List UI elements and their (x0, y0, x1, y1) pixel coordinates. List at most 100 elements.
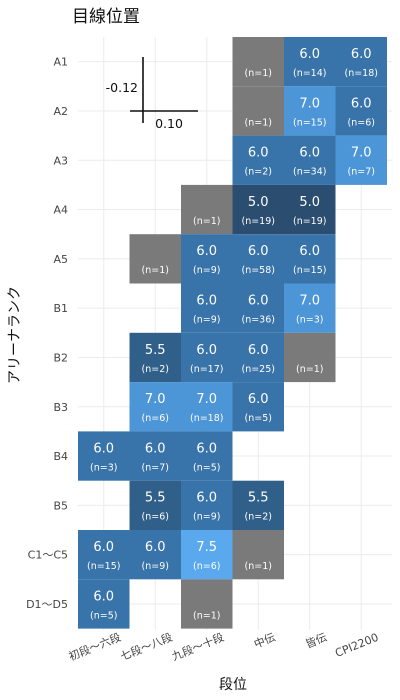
cell-count-label: (n=7) (142, 462, 169, 473)
cell-count-label: (n=5) (90, 610, 117, 621)
chart-title: 目線位置 (72, 7, 140, 27)
heatmap-cell (181, 332, 233, 383)
heatmap-cell (181, 480, 233, 530)
cell-value-label: 6.0 (196, 343, 217, 358)
cell-value-label: 6.0 (248, 294, 269, 309)
cell-value-label: 7.5 (196, 540, 217, 555)
cell-value-label: 6.0 (196, 441, 217, 456)
y-tick-label: A4 (53, 204, 68, 217)
cell-count-label: (n=17) (190, 364, 223, 375)
heatmap-cell (335, 37, 387, 87)
heatmap-cell (284, 86, 336, 136)
cell-value-label: 6.0 (248, 244, 269, 259)
cell-count-label: (n=2) (142, 364, 169, 375)
cell-value-label: 7.0 (351, 146, 372, 161)
heatmap-cell (232, 283, 284, 333)
cell-value-label: 6.0 (248, 146, 269, 161)
inset-cross: -0.12 0.10 (106, 57, 198, 131)
cell-count-label: (n=5) (193, 462, 220, 473)
heatmap-cell (181, 184, 233, 235)
cell-value-label: 5.5 (145, 343, 166, 358)
heatmap-cell (181, 283, 233, 333)
cell-value-label: 7.0 (196, 392, 217, 407)
y-axis-title: アリーナランク (7, 286, 23, 384)
heatmap-cell (232, 332, 284, 383)
heatmap-cell (129, 332, 181, 383)
cell-count-label: (n=7) (348, 167, 375, 178)
cell-count-label: (n=9) (142, 561, 169, 572)
cell-count-label: (n=1) (296, 364, 323, 375)
cell-value-label: 6.0 (299, 47, 320, 62)
heatmap-cell (181, 579, 233, 629)
heatmap-cell (232, 234, 284, 284)
cell-value-label: 6.0 (196, 244, 217, 259)
cell-count-label: (n=5) (245, 413, 272, 424)
heatmap-cell (78, 431, 130, 481)
heatmap-cell (129, 234, 181, 284)
x-tick-label: 九段～十段 (170, 630, 226, 664)
cell-count-label: (n=1) (245, 117, 272, 128)
cell-count-label: (n=1) (193, 216, 220, 227)
heatmap-cell (78, 530, 130, 580)
cell-count-label: (n=1) (245, 68, 272, 79)
heatmap-cell (232, 184, 284, 235)
cell-value-label: 5.0 (248, 195, 269, 210)
cell-count-label: (n=1) (193, 610, 220, 621)
heatmap-cell (181, 382, 233, 432)
cell-value-label: 6.0 (248, 392, 269, 407)
cell-value-label: 6.0 (299, 244, 320, 259)
cell-value-label: 5.5 (248, 491, 269, 506)
heatmap-cell (335, 135, 387, 185)
x-tick-label: 七段～八段 (118, 630, 174, 664)
cell-value-label: 6.0 (93, 540, 114, 555)
heatmap-cell (129, 480, 181, 530)
heatmap-cells: (n=1) 6.0 (n=14) 6.0 (n=18) (n=1) 7.0 (n=15) 6.0… (78, 37, 387, 629)
x-tick-label: 初段～六段 (67, 630, 123, 664)
cell-count-label: (n=6) (348, 117, 375, 128)
cell-count-label: (n=19) (242, 216, 275, 227)
cell-value-label: 6.0 (351, 47, 372, 62)
y-tick-label: A2 (53, 105, 68, 118)
cell-value-label: 6.0 (93, 441, 114, 456)
y-tick-label: D1～D5 (26, 598, 68, 611)
cell-count-label: (n=6) (193, 561, 220, 572)
cell-count-label: (n=34) (293, 167, 326, 178)
cell-count-label: (n=9) (193, 265, 220, 276)
heatmap-cell (335, 86, 387, 136)
cell-count-label: (n=6) (142, 413, 169, 424)
y-tick-label: B4 (53, 450, 68, 463)
cell-value-label: 5.0 (299, 195, 320, 210)
heatmap-cell (78, 579, 130, 629)
cell-count-label: (n=18) (345, 68, 378, 79)
heatmap-cell (181, 234, 233, 284)
cell-value-label: 6.0 (93, 589, 114, 604)
heatmap-cell (284, 184, 336, 235)
heatmap-cell (129, 431, 181, 481)
cell-value-label: 6.0 (196, 491, 217, 506)
y-tick-label: B1 (53, 302, 68, 315)
cell-value-label: 6.0 (351, 96, 372, 111)
cell-count-label: (n=1) (245, 561, 272, 572)
heatmap-cell (284, 135, 336, 185)
cell-count-label: (n=15) (87, 561, 120, 572)
heatmap-cell (232, 382, 284, 432)
x-tick-label: CPI2200 (333, 631, 380, 660)
heatmap-cell (232, 135, 284, 185)
cell-count-label: (n=19) (293, 216, 326, 227)
heatmap-cell (284, 234, 336, 284)
cell-value-label: 5.5 (145, 491, 166, 506)
cell-value-label: 6.0 (196, 294, 217, 309)
heatmap-cell (181, 530, 233, 580)
heatmap-cell (232, 480, 284, 530)
cell-count-label: (n=1) (142, 265, 169, 276)
heatmap-cell (284, 283, 336, 333)
inset-horizontal-label: 0.10 (155, 116, 183, 131)
x-axis-title: 段位 (219, 677, 247, 693)
y-tick-label: A1 (53, 56, 68, 69)
heatmap-cell (232, 86, 284, 136)
y-tick-label: A5 (53, 253, 68, 266)
cell-count-label: (n=2) (245, 512, 272, 523)
cell-count-label: (n=9) (193, 315, 220, 326)
cell-value-label: 6.0 (145, 441, 166, 456)
